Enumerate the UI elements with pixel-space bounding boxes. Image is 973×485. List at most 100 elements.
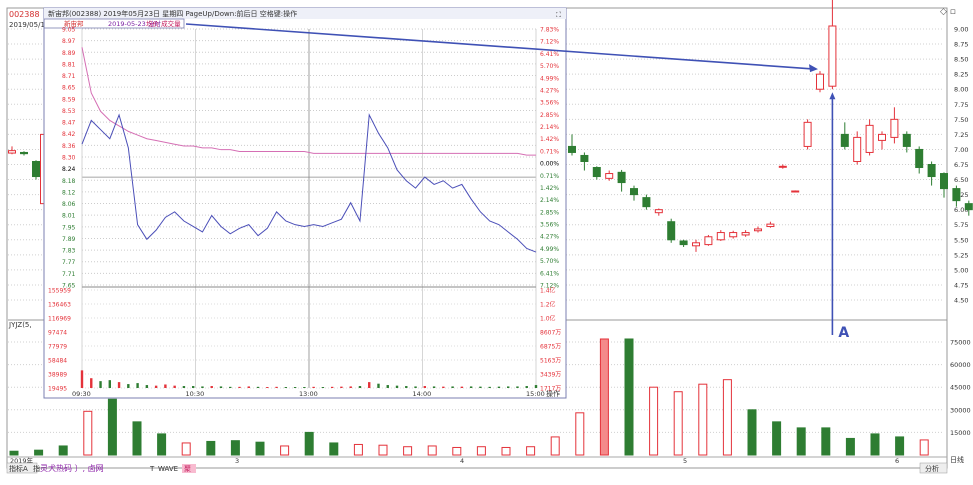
volume-bar — [58, 445, 68, 456]
candle-body — [617, 171, 626, 184]
tab-indicator-b[interactable]: 指 — [33, 464, 40, 473]
volume-tick-label: 45000 — [950, 384, 971, 392]
tab-wave[interactable]: WAVE — [158, 465, 178, 473]
popup-price-tick: 8.97 — [62, 38, 76, 45]
volume-bar — [427, 445, 437, 456]
volume-tick-label: 30000 — [950, 406, 971, 414]
date-mark: 5 — [683, 457, 687, 465]
popup-time-label: 10:30 — [186, 390, 205, 398]
candle-body — [580, 154, 589, 162]
popup-vol-right-tick: 8607万 — [540, 330, 561, 337]
intraday-volume-bar — [312, 386, 315, 388]
popup-title: 新宙邦(002388) 2019年05月23日 星期四 PageUp/Down:… — [48, 9, 297, 18]
candle-body — [32, 160, 40, 178]
intraday-volume-bar — [395, 385, 399, 388]
popup-pct-tick: 7.12% — [540, 39, 559, 46]
intraday-volume-bar — [201, 386, 204, 388]
volume-bar — [9, 450, 19, 456]
popup-pct-tick: 2.85% — [540, 112, 559, 119]
legend-date: 2019-05-23 分时 — [108, 19, 161, 28]
price-tick-label: 9.00 — [954, 26, 968, 34]
candle-body — [679, 240, 688, 246]
tab-analysis[interactable]: 分析 — [925, 464, 939, 473]
volume-bar — [83, 410, 93, 456]
candle-body — [791, 190, 800, 193]
volume-bar — [476, 446, 486, 456]
volume-bar — [181, 442, 191, 456]
popup-price-tick: 8.42 — [62, 131, 76, 138]
diamond-square-icon[interactable]: ◇ ▫ — [940, 7, 956, 17]
volume-bar — [230, 440, 240, 456]
average-price-line — [81, 47, 536, 156]
stock-code: 002388 — [9, 10, 40, 19]
close-icon[interactable]: ⛶ — [556, 11, 561, 19]
tab-daily[interactable]: 日线 — [950, 455, 964, 464]
candle-body — [592, 167, 601, 178]
intraday-volume-bar — [229, 386, 232, 388]
price-tick-label: 7.25 — [954, 131, 968, 139]
intraday-volume-bar — [182, 386, 186, 388]
candle-body — [915, 148, 924, 169]
volume-bar — [132, 421, 142, 456]
volume-bar — [107, 398, 117, 456]
popup-price-tick: 8.59 — [62, 96, 76, 103]
intraday-volume-bar — [173, 385, 176, 388]
popup-vol-right-tick: 6875万 — [540, 344, 561, 351]
candle-body — [878, 133, 886, 141]
date-mark: 6 — [895, 457, 899, 465]
popup-vol-tick: 116969 — [48, 316, 71, 323]
volume-bar — [722, 379, 732, 456]
popup-price-tick: 7.77 — [62, 259, 76, 266]
date-mark: 4 — [460, 457, 464, 465]
popup-vol-tick: 58484 — [48, 358, 67, 365]
candle-body — [927, 164, 936, 178]
popup-pct-tick: 4.27% — [540, 234, 559, 241]
intraday-price-line — [81, 113, 537, 253]
popup-pct-tick: 0.71% — [540, 173, 559, 180]
popup-pct-tick: 3.56% — [540, 222, 559, 229]
intraday-popup[interactable]: 新宙邦(002388) 2019年05月23日 星期四 PageUp/Down:… — [43, 7, 567, 399]
price-tick-label: 6.00 — [954, 206, 968, 214]
intraday-volume-bar — [516, 386, 519, 388]
volume-bar — [157, 433, 167, 456]
popup-pct-tick: 7.12% — [540, 283, 559, 290]
indicator-label: JYJZ(5, — [8, 321, 32, 329]
tab-t[interactable]: T — [149, 465, 155, 473]
popup-price-tick: 7.89 — [62, 236, 76, 243]
price-tick-label: 4.50 — [954, 297, 968, 305]
tab-extra[interactable]: 聚 — [184, 465, 191, 473]
popup-vol-right-tick: 1.2亿 — [540, 301, 556, 309]
watermark: 灵犬热码 〕, 卤网 — [40, 463, 104, 473]
intraday-volume-bar — [340, 386, 343, 388]
tab-indicator-a[interactable]: 指标A — [9, 464, 28, 473]
volume-bar — [747, 409, 757, 456]
volume-bar — [280, 445, 290, 456]
candle-body — [964, 203, 973, 211]
candle-body — [642, 197, 651, 208]
intraday-volume-bar — [386, 385, 389, 388]
popup-pct-tick: 2.14% — [540, 124, 559, 131]
intraday-volume-bar — [368, 382, 371, 388]
candle-body — [853, 136, 862, 162]
volume-bar — [673, 391, 683, 456]
popup-price-tick: 8.18 — [62, 178, 76, 185]
popup-pct-tick: 6.41% — [540, 51, 559, 58]
op-label[interactable]: 操作 — [546, 389, 560, 398]
popup-price-tick: 7.83 — [62, 248, 76, 255]
candle-body — [729, 232, 738, 238]
volume-bar — [34, 449, 44, 456]
popup-pct-tick: 3.56% — [540, 100, 559, 107]
candle-body — [828, 25, 837, 87]
popup-price-tick: 8.06 — [62, 201, 76, 208]
intraday-volume-bar — [321, 387, 325, 388]
intraday-volume-bar — [432, 386, 436, 388]
candle-body — [940, 173, 948, 190]
volume-bar — [649, 386, 659, 456]
intraday-volume-bar — [219, 386, 223, 388]
price-tick-label: 6.75 — [954, 161, 968, 169]
date-mark: 3 — [235, 457, 239, 465]
popup-price-tick: 9.05 — [62, 27, 76, 34]
candle-body — [840, 133, 849, 147]
price-tick-label: 7.00 — [954, 146, 968, 154]
